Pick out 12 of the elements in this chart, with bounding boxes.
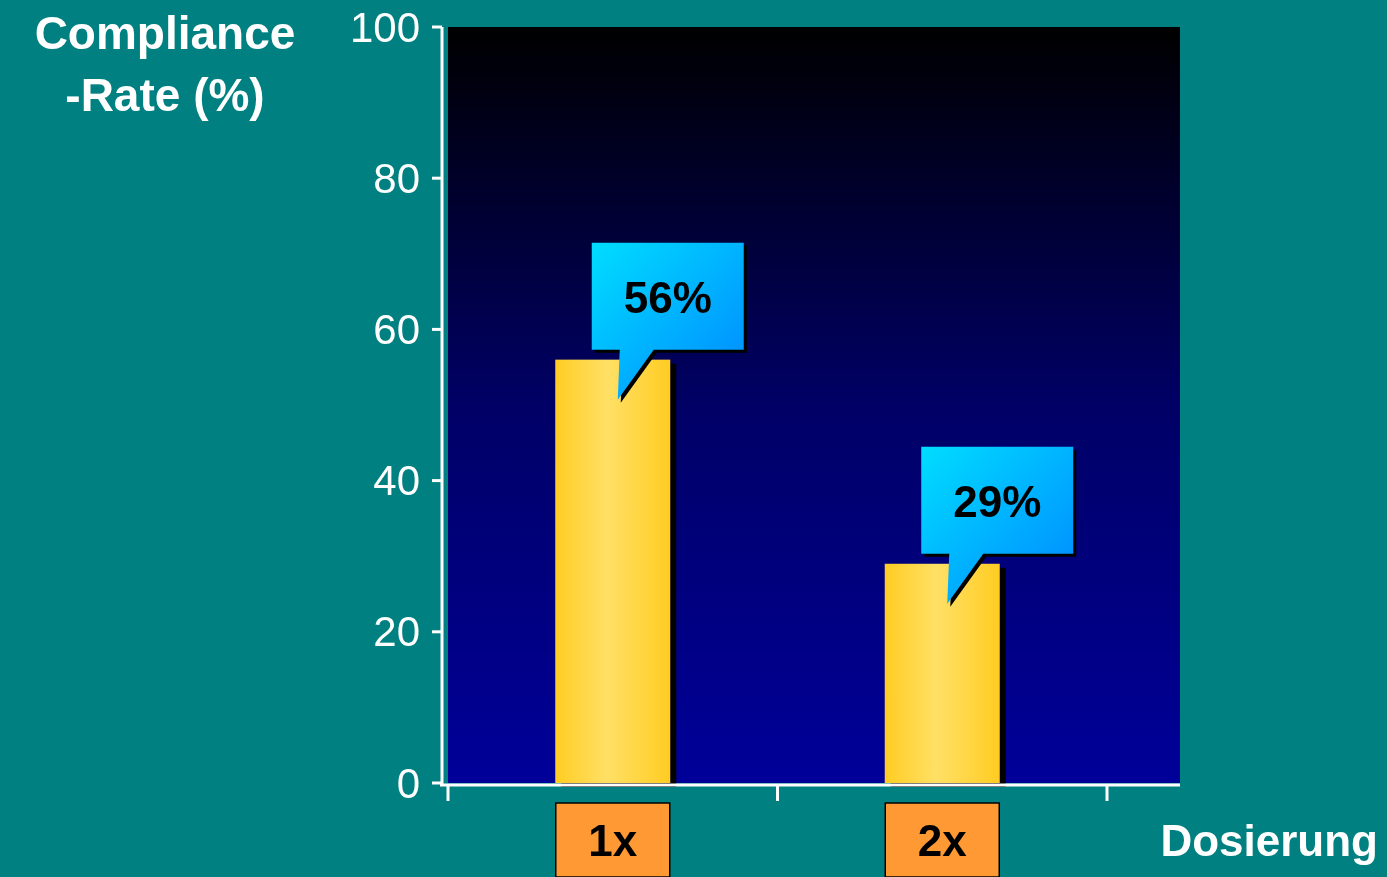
data-label: 29% [953,477,1042,527]
y-tick-label: 60 [373,305,420,353]
y-axis-title: Compliance -Rate (%) [34,7,296,121]
x-tick-label: 2x [917,815,968,865]
x-tick-label: 1x [588,815,638,865]
y-tick-label: 100 [349,3,420,51]
y-tick-label: 0 [396,759,420,807]
y-tick-label: 20 [373,608,420,656]
y-tick-label: 40 [373,457,420,505]
y-tick-label: 80 [373,154,420,202]
x-axis-title: Dosierung [1160,815,1378,865]
data-label: 56% [623,273,712,323]
